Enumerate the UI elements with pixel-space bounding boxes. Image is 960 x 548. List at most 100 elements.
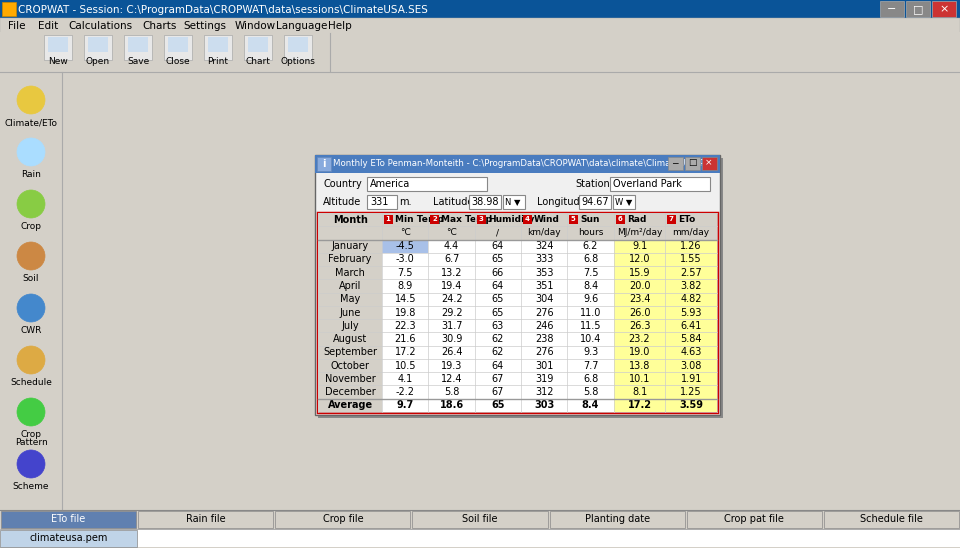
Bar [906,1,930,17]
Text: i: i [323,159,325,169]
Text: Options: Options [280,58,316,66]
Text: □: □ [913,4,924,14]
Text: Month: Month [332,215,368,225]
Bar [318,279,382,293]
Bar [469,195,501,209]
Bar [932,1,956,17]
Text: 5.93: 5.93 [681,307,702,317]
Bar [610,177,710,191]
Bar [702,157,717,170]
Bar [164,35,192,60]
Text: 66: 66 [492,268,504,278]
Text: km/day: km/day [527,229,561,237]
Text: 9.1: 9.1 [632,241,647,251]
Text: Crop: Crop [20,430,41,439]
Text: 24.2: 24.2 [441,294,463,304]
Text: 19.0: 19.0 [629,347,650,357]
Text: 3: 3 [478,216,483,222]
Text: Print: Print [207,58,228,66]
Text: 312: 312 [535,387,554,397]
Text: °C: °C [446,229,457,237]
Text: 29.2: 29.2 [441,307,463,317]
Text: □: □ [687,158,696,168]
Text: 31.7: 31.7 [441,321,463,331]
Bar [0,529,960,547]
Text: −: − [887,4,897,14]
Text: 1.26: 1.26 [681,241,702,251]
Text: Max Temp: Max Temp [442,215,492,224]
Text: Scheme: Scheme [12,482,49,491]
Bar [667,215,677,224]
Text: mm/day: mm/day [673,229,709,237]
Text: 65: 65 [492,254,504,265]
Text: 12.4: 12.4 [441,374,463,384]
Text: MJ/m²/day: MJ/m²/day [617,229,662,237]
Bar [44,35,72,60]
Bar [318,399,382,412]
Text: Sun: Sun [581,215,600,224]
Bar [615,215,625,224]
Bar [613,399,665,412]
Bar [367,177,487,191]
Text: November: November [324,374,375,384]
Text: 7.7: 7.7 [583,361,598,370]
Text: Pattern: Pattern [14,438,47,447]
Bar [685,157,700,170]
Text: Station: Station [575,179,610,189]
Text: 26.3: 26.3 [629,321,650,331]
Text: 64: 64 [492,281,504,291]
Text: m.: m. [399,197,412,207]
Bar [686,511,822,528]
Bar [318,293,382,306]
Circle shape [17,86,45,114]
Text: 324: 324 [535,241,554,251]
Bar [665,266,717,279]
Bar [413,511,547,528]
Text: Crop file: Crop file [323,514,363,524]
Text: 10.5: 10.5 [395,361,416,370]
Text: 62: 62 [492,334,504,344]
Text: April: April [339,281,361,291]
Bar [613,346,665,359]
Text: 8.9: 8.9 [397,281,413,291]
Text: Overland Park: Overland Park [613,179,682,189]
Bar [384,215,394,224]
Bar [613,385,665,399]
Text: W ▼: W ▼ [615,197,633,207]
Text: 303: 303 [534,401,554,410]
Text: 6.8: 6.8 [583,374,598,384]
Text: 4.63: 4.63 [681,347,702,357]
Bar [613,253,665,266]
Bar [84,35,112,60]
Bar [0,18,960,34]
Bar [880,1,904,17]
Text: 351: 351 [535,281,554,291]
Text: 12.0: 12.0 [629,254,650,265]
Bar [168,37,188,52]
Bar [318,372,717,385]
Text: Chart: Chart [246,58,271,66]
Bar [665,372,717,385]
Text: 7.5: 7.5 [397,268,413,278]
Text: Open: Open [86,58,110,66]
Bar [367,195,397,209]
Text: CWR: CWR [20,326,41,335]
Text: 18.6: 18.6 [440,401,464,410]
Bar [1,511,136,528]
Text: ETo file: ETo file [52,514,85,524]
Text: 65: 65 [492,307,504,317]
Text: December: December [324,387,375,397]
Circle shape [17,294,45,322]
Text: °C: °C [400,229,411,237]
Text: Language: Language [276,21,327,31]
Bar [579,195,611,209]
Bar [204,35,232,60]
Circle shape [17,190,45,218]
Text: 9.6: 9.6 [583,294,598,304]
Text: 5.84: 5.84 [681,334,702,344]
Text: 19.4: 19.4 [441,281,463,291]
Text: 4.1: 4.1 [397,374,413,384]
Text: 301: 301 [535,361,553,370]
Bar [318,239,717,253]
Text: ×: × [706,158,712,168]
